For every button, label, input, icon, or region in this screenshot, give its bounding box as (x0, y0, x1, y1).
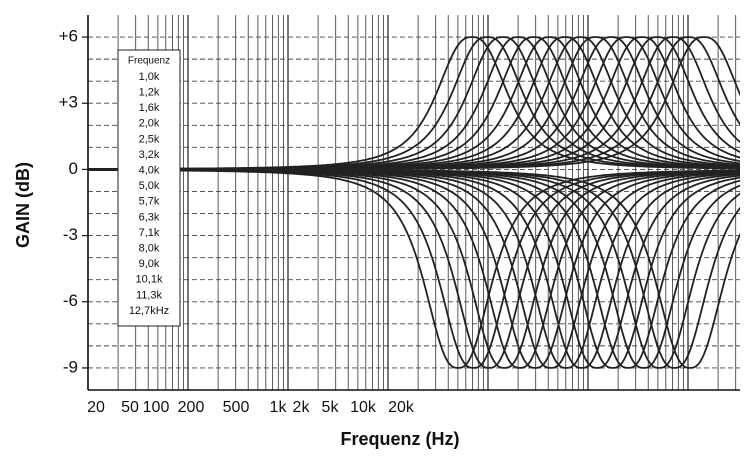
x-tick-label: 20 (87, 399, 105, 416)
x-tick-label: 1k (270, 399, 288, 416)
x-tick-label: 100 (143, 399, 170, 416)
legend-entry: 7,1k (139, 227, 160, 239)
x-tick-label: 20k (388, 399, 415, 416)
gain-curve (88, 168, 740, 369)
legend-entry: 10,1k (136, 274, 163, 286)
y-tick-label: -9 (63, 357, 78, 376)
y-axis-title: GAIN (dB) (13, 162, 33, 248)
y-tick-label: -3 (63, 225, 78, 244)
legend-entry: 4,0k (139, 165, 160, 177)
legend-entry: 6,3k (139, 211, 160, 223)
x-tick-label: 2k (293, 399, 311, 416)
legend-entry: 5,0k (139, 180, 160, 192)
y-tick-label: -6 (63, 291, 78, 310)
x-tick-label: 500 (223, 399, 250, 416)
x-tick-label: 50 (121, 399, 139, 416)
legend-title: Frequenz (128, 56, 170, 67)
legend-entry: 2,0k (139, 118, 160, 130)
y-tick-label: +3 (59, 93, 78, 112)
legend-entry: 1,6k (139, 102, 160, 114)
legend-entry: 1,2k (139, 87, 160, 99)
legend-entry: 3,2k (139, 149, 160, 161)
legend-entry: 2,5k (139, 133, 160, 145)
x-axis-title: Frequenz (Hz) (341, 429, 460, 449)
y-tick-label: +6 (59, 27, 78, 46)
x-tick-label: 10k (350, 399, 377, 416)
legend-entry: 9,0k (139, 258, 160, 270)
legend-entry: 1,0k (139, 71, 160, 83)
legend-entry: 12,7kHz (129, 305, 169, 317)
x-tick-label: 5k (322, 399, 340, 416)
legend-entry: 11,3k (136, 289, 163, 301)
gain-curve (88, 168, 740, 369)
legend-box (117, 49, 181, 327)
legend-entry: 8,0k (139, 243, 160, 255)
x-tick-label: 200 (178, 399, 205, 416)
legend-entry: 5,7k (139, 196, 160, 208)
y-tick-label: 0 (69, 159, 78, 178)
